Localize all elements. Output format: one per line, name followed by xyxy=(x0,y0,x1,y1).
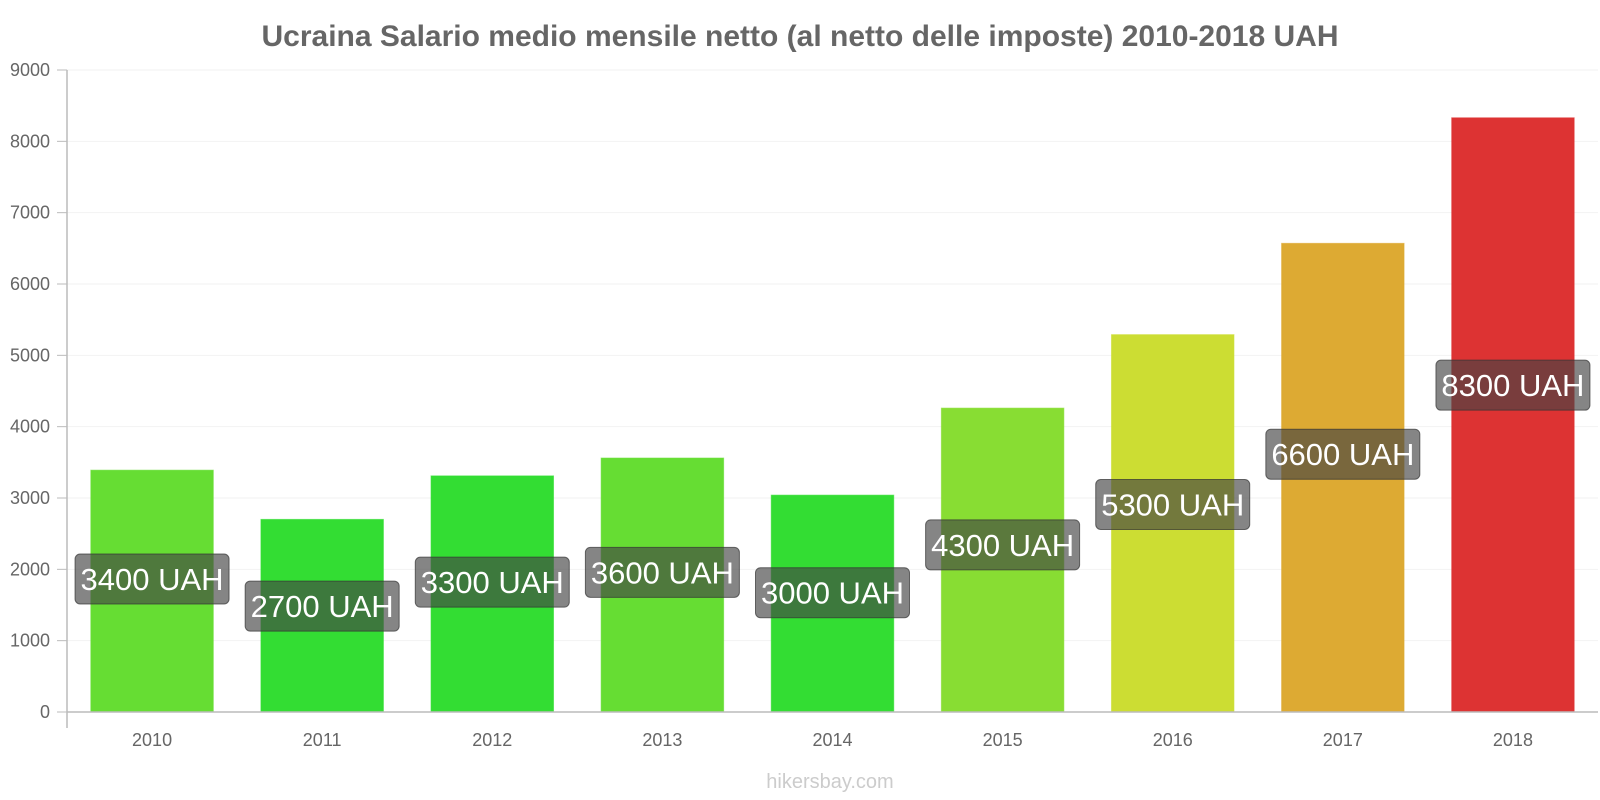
x-tick-label: 2016 xyxy=(1153,730,1193,750)
value-label: 4300 UAH xyxy=(931,528,1074,563)
chart-title: Ucraina Salario medio mensile netto (al … xyxy=(262,20,1339,53)
x-tick-label: 2014 xyxy=(812,730,852,750)
y-axis: 0 1000 2000 3000 4000 5000 6000 7000 8000 9000 xyxy=(10,60,68,728)
value-label: 6600 UAH xyxy=(1271,437,1414,472)
value-label-box xyxy=(1435,359,1591,411)
value-label: 3400 UAH xyxy=(81,562,224,597)
y-tick-label: 1000 xyxy=(10,631,50,651)
y-tick-label: 3000 xyxy=(10,488,50,508)
value-label-box xyxy=(74,553,230,605)
y-tick-label: 9000 xyxy=(10,60,50,80)
y-tick-label: 7000 xyxy=(10,203,50,223)
value-label-box xyxy=(414,556,570,608)
y-tick-label: 4000 xyxy=(10,417,50,437)
y-tick-label: 5000 xyxy=(10,345,50,365)
x-tick-label: 2015 xyxy=(983,730,1023,750)
bar xyxy=(1451,117,1575,713)
x-tick-label: 2011 xyxy=(303,730,342,750)
value-label: 3600 UAH xyxy=(591,555,734,590)
x-tick-label: 2012 xyxy=(472,730,512,750)
x-tick-label: 2013 xyxy=(642,730,682,750)
value-label: 8300 UAH xyxy=(1441,368,1584,403)
value-labels: 3400 UAH 2700 UAH 3300 UAH 3600 UAH 3000 UAH… xyxy=(74,359,1591,632)
y-tick-label: 2000 xyxy=(10,559,50,579)
watermark: hikersbay.com xyxy=(766,771,893,793)
value-label: 3000 UAH xyxy=(761,576,904,611)
value-label-box xyxy=(755,567,910,619)
y-tick-label: 8000 xyxy=(10,131,50,151)
y-tick-label: 6000 xyxy=(10,274,50,294)
value-label: 2700 UAH xyxy=(251,589,394,624)
value-label-box xyxy=(925,519,1081,571)
x-tick-label: 2017 xyxy=(1323,730,1363,750)
x-tick-label: 2010 xyxy=(132,730,172,750)
x-tick-label: 2018 xyxy=(1493,730,1533,750)
value-label-box xyxy=(244,580,400,632)
value-label-box xyxy=(1095,478,1251,530)
value-label-box xyxy=(1265,428,1421,480)
x-axis: 2010 2011 2012 2013 2014 2015 2016 2017 2018 xyxy=(67,711,1598,750)
y-tick-label: 0 xyxy=(40,702,50,722)
value-label: 5300 UAH xyxy=(1101,487,1244,522)
value-label: 3300 UAH xyxy=(421,565,564,600)
value-label-box xyxy=(584,546,740,598)
